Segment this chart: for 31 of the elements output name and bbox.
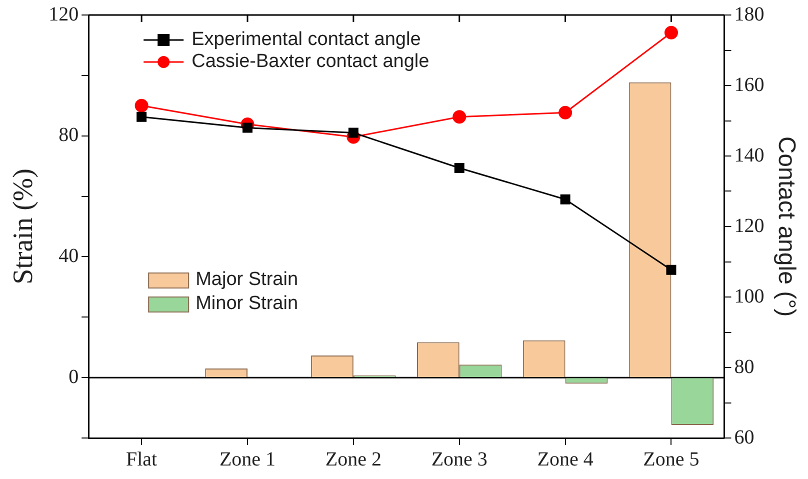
y2-tick-label: 60 bbox=[734, 426, 754, 448]
point bbox=[134, 98, 148, 112]
point bbox=[666, 264, 676, 275]
x-tick-label: Zone 4 bbox=[537, 448, 594, 470]
y-tick-label: 0 bbox=[68, 366, 79, 388]
legend-label: Cassie-Baxter contact angle bbox=[192, 51, 430, 72]
y2-tick-label: 100 bbox=[734, 285, 764, 308]
point bbox=[136, 112, 147, 122]
y2-tick-label: 180 bbox=[734, 3, 764, 26]
x-tick-label: Zone 2 bbox=[325, 448, 382, 470]
y-tick-label: 80 bbox=[58, 124, 79, 146]
point bbox=[454, 162, 464, 173]
point bbox=[452, 110, 466, 124]
x-tick-label: Flat bbox=[126, 448, 158, 470]
y2-tick-label: 120 bbox=[734, 214, 764, 237]
x-tick-label: Zone 1 bbox=[219, 448, 276, 470]
point bbox=[560, 194, 570, 204]
legend-label: Major Strain bbox=[196, 269, 298, 290]
y-axis-title: Strain (%) bbox=[8, 168, 40, 284]
point bbox=[664, 26, 678, 40]
y2-axis-title: Contact angle (°) bbox=[772, 136, 800, 317]
y2-tick-label: 80 bbox=[734, 356, 754, 378]
x-tick-label: Zone 5 bbox=[643, 448, 700, 470]
point bbox=[558, 106, 572, 120]
y-tick-label: 120 bbox=[48, 3, 79, 26]
y2-tick-label: 140 bbox=[734, 144, 764, 166]
y-tick-label: 40 bbox=[58, 244, 79, 267]
y2-tick-label: 160 bbox=[734, 74, 764, 96]
legend-label: Minor Strain bbox=[196, 293, 298, 314]
legend-label: Experimental contact angle bbox=[192, 29, 421, 50]
x-tick-label: Zone 3 bbox=[431, 448, 488, 470]
